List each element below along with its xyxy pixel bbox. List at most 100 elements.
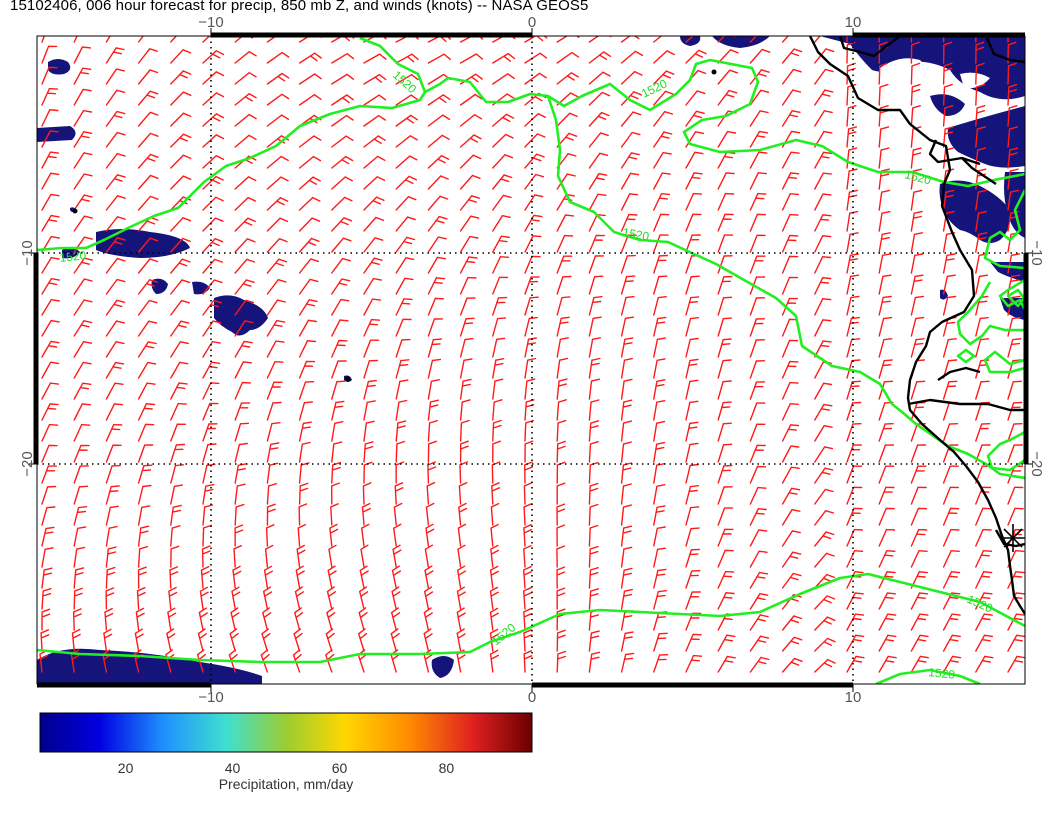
wind-barb	[1007, 41, 1017, 64]
wind-barb	[878, 634, 897, 652]
wind-barb	[975, 423, 991, 442]
wind-barb	[459, 440, 469, 463]
wind-barb	[749, 110, 769, 127]
wind-barb	[814, 277, 832, 295]
wind-barb	[685, 527, 700, 547]
wind-barb	[556, 132, 578, 148]
wind-barb	[653, 632, 668, 652]
wind-barb	[653, 654, 669, 673]
wind-barb	[395, 53, 419, 64]
wind-barb	[73, 46, 92, 64]
wind-barb	[41, 588, 52, 610]
wind-barb	[653, 275, 668, 295]
wind-barb	[331, 461, 341, 484]
wind-barb	[492, 153, 514, 169]
wind-barb	[260, 649, 270, 673]
wind-barb	[363, 257, 383, 274]
wind-barb	[556, 255, 573, 274]
wind-barb	[295, 565, 305, 589]
wind-barb	[846, 401, 862, 421]
wind-barb	[266, 299, 286, 316]
wind-barb	[363, 359, 379, 379]
wind-barb	[620, 546, 633, 568]
wind-barb	[265, 524, 275, 547]
wind-barb	[910, 105, 921, 127]
wind-barb	[362, 482, 372, 505]
wind-barb	[137, 320, 158, 337]
wind-barb	[781, 360, 799, 379]
wind-barb	[942, 507, 960, 526]
wind-barb	[266, 196, 289, 211]
wind-barb	[427, 399, 439, 421]
wind-barb	[231, 586, 241, 610]
wind-barb	[910, 486, 927, 505]
wind-barb	[846, 549, 864, 568]
wind-barb	[685, 275, 700, 295]
wind-barb	[459, 276, 477, 295]
wind-barb	[134, 628, 144, 652]
wind-barb	[588, 111, 610, 127]
wind-barb	[749, 486, 767, 505]
wind-barb	[685, 36, 694, 43]
wind-barb	[556, 524, 566, 547]
wind-barb	[234, 134, 257, 148]
wind-barb	[1007, 444, 1023, 463]
wind-barb	[427, 277, 446, 295]
wind-barb	[910, 528, 928, 547]
wind-barb	[266, 360, 284, 379]
wind-barb	[363, 135, 386, 148]
wind-barb	[427, 379, 440, 400]
wind-barb	[426, 482, 436, 505]
wind-barb	[846, 232, 859, 253]
wind-barb	[781, 487, 801, 505]
wind-barb	[105, 403, 124, 421]
wind-barb	[620, 441, 632, 463]
wind-barb	[459, 194, 480, 211]
wind-barb	[395, 379, 409, 400]
wind-barb	[427, 318, 444, 337]
wind-barb	[233, 545, 242, 568]
wind-barb	[556, 36, 580, 43]
wind-barb	[556, 482, 566, 505]
contour-label: 1520	[928, 665, 956, 682]
wind-barb	[266, 278, 287, 295]
wind-barb	[910, 549, 928, 568]
wind-barb	[41, 547, 54, 568]
wind-barb	[170, 299, 190, 316]
wind-barb	[492, 399, 503, 421]
wind-barb	[749, 318, 765, 337]
wind-barb	[878, 465, 895, 484]
wind-barb	[360, 544, 369, 568]
wind-barb	[202, 524, 212, 547]
wind-barb	[814, 509, 835, 526]
wind-barb	[685, 591, 701, 610]
wind-barb	[73, 340, 93, 358]
wind-barb	[846, 634, 865, 652]
wind-barb	[685, 317, 700, 337]
wind-barb	[423, 607, 433, 631]
wind-barb	[685, 548, 701, 568]
wind-barb	[41, 45, 58, 64]
wind-barb	[170, 382, 188, 400]
wind-barb	[202, 279, 223, 295]
wind-barb	[170, 361, 189, 379]
wind-barb	[457, 523, 467, 547]
wind-barb	[170, 504, 182, 526]
wind-barb	[942, 359, 958, 379]
wind-barb	[41, 130, 59, 148]
wind-barb	[1007, 380, 1022, 400]
wind-barb	[685, 213, 702, 232]
wind-barb	[717, 655, 736, 673]
wind-barb	[717, 172, 735, 190]
wind-barb	[942, 486, 959, 505]
wind-barb	[749, 89, 770, 106]
wind-barb	[685, 192, 703, 211]
wind-barb	[749, 465, 767, 484]
wind-barb	[40, 629, 50, 652]
wind-barb	[781, 48, 803, 64]
wind-barb	[685, 296, 700, 316]
wind-barb	[975, 528, 992, 547]
wind-barb	[105, 152, 126, 169]
wind-barb	[556, 152, 577, 169]
wind-barb	[685, 358, 699, 379]
